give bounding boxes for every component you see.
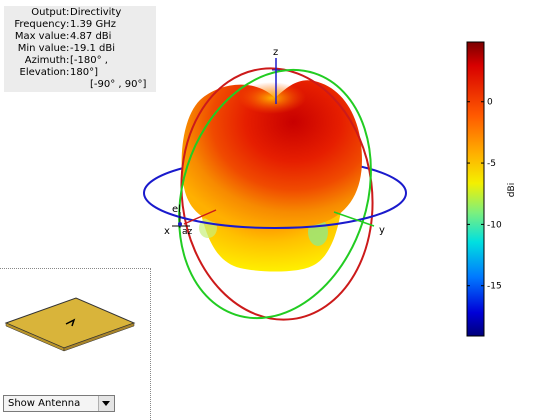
x-axis-label: x <box>164 226 170 237</box>
info-row-frequency: Frequency: 1.39 GHz <box>14 19 116 30</box>
x-axis-line <box>183 209 217 225</box>
pattern-top-highlight <box>238 82 306 114</box>
y-axis-label: y <box>379 225 385 236</box>
y-axis-line <box>333 211 375 227</box>
antenna-preview-panel <box>0 268 151 420</box>
pattern-main-lobe <box>181 80 362 230</box>
pattern-info-box: Output: Directivity Frequency: 1.39 GHz … <box>4 6 156 92</box>
antenna-feed-icon <box>65 318 76 327</box>
z-axis-label: z <box>273 47 278 58</box>
colorbar-tick-label: -5 <box>487 159 496 169</box>
info-row-min-value: Min value: -19.1 dBi <box>17 43 116 54</box>
show-antenna-dropdown-value: Show Antenna <box>8 398 81 409</box>
info-row-max-value: Max value: 4.87 dBi <box>14 31 112 42</box>
colorbar-tick-label: -15 <box>487 282 502 292</box>
chevron-down-icon[interactable] <box>98 396 114 411</box>
info-row-elevation-range: [-90° , 90°] <box>90 79 147 90</box>
colorbar-ticks: 0 -5 -10 -15 <box>467 98 502 292</box>
colorbar-tick-label: 0 <box>487 98 493 108</box>
colorbar <box>466 41 485 337</box>
colorbar-unit-label: dBi <box>507 183 517 197</box>
azimuth-ring-front <box>143 192 407 229</box>
info-row-elevation: Elevation: 180°] <box>19 67 98 78</box>
show-antenna-dropdown[interactable]: Show Antenna <box>3 395 115 412</box>
az-el-origin-marker: el az <box>172 204 193 237</box>
antenna-ground-plane-edge <box>63 322 135 352</box>
info-row-azimuth: Azimuth: [-180° , <box>24 55 108 66</box>
info-row-output: Output: Directivity <box>31 7 122 18</box>
az-label: az <box>182 227 193 237</box>
el-label: el <box>172 204 181 215</box>
antenna-preview[interactable] <box>4 297 136 352</box>
colorbar-tick-label: -10 <box>487 220 502 230</box>
